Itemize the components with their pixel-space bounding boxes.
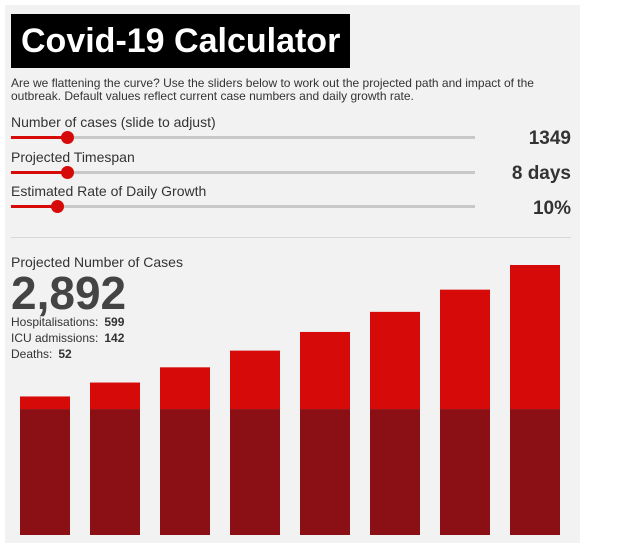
- bar-projected-4: [230, 350, 280, 410]
- bar-projected-2: [90, 382, 140, 410]
- growth-slider-label: Estimated Rate of Daily Growth: [11, 183, 207, 199]
- timespan-slider-thumb[interactable]: [60, 166, 74, 179]
- deaths-stat: Deaths: 52: [11, 347, 72, 361]
- growth-slider-thumb[interactable]: [51, 200, 65, 213]
- timespan-slider-fill: [11, 171, 67, 174]
- bar-projected-8: [510, 265, 560, 410]
- hospitalisations-label: Hospitalisations:: [11, 315, 99, 329]
- projection-label: Projected Number of Cases: [11, 254, 183, 270]
- cases-slider-thumb[interactable]: [60, 131, 74, 144]
- bar-current-7: [440, 409, 490, 535]
- cases-slider-label: Number of cases (slide to adjust): [11, 114, 216, 130]
- growth-slider[interactable]: [11, 200, 475, 213]
- hospitalisations-stat: Hospitalisations: 599: [11, 315, 124, 329]
- intro-text: Are we flattening the curve? Use the sli…: [11, 76, 534, 103]
- icu-label: ICU admissions:: [11, 331, 99, 345]
- deaths-value: 52: [58, 347, 72, 361]
- bar-projected-5: [300, 331, 350, 410]
- app-title: Covid-19 Calculator: [11, 14, 351, 68]
- hospitalisations-value: 599: [104, 315, 125, 329]
- cases-value: 1349: [528, 128, 571, 149]
- bar-projected-1: [20, 396, 70, 410]
- icu-value: 142: [104, 331, 125, 345]
- bar-current-6: [370, 409, 420, 535]
- growth-slider-fill: [11, 205, 58, 208]
- timespan-slider[interactable]: [11, 166, 475, 179]
- growth-value: 10%: [532, 198, 571, 219]
- projected-cases-value: 2,892: [11, 267, 127, 319]
- timespan-slider-label: Projected Timespan: [11, 149, 135, 165]
- cases-slider-fill: [11, 136, 67, 139]
- divider: [11, 237, 571, 238]
- bar-current-8: [510, 409, 560, 535]
- bar-current-2: [90, 409, 140, 535]
- bar-current-3: [160, 409, 210, 535]
- timespan-value: 8 days: [511, 163, 571, 184]
- bar-current-5: [300, 409, 350, 535]
- bar-projected-3: [160, 367, 210, 410]
- bar-projected-6: [370, 311, 420, 410]
- bar-projected-7: [440, 289, 490, 410]
- cases-slider[interactable]: [11, 131, 475, 144]
- bar-current-4: [230, 409, 280, 535]
- deaths-label: Deaths:: [11, 347, 53, 361]
- bar-current-1: [20, 409, 70, 535]
- icu-stat: ICU admissions: 142: [11, 331, 124, 345]
